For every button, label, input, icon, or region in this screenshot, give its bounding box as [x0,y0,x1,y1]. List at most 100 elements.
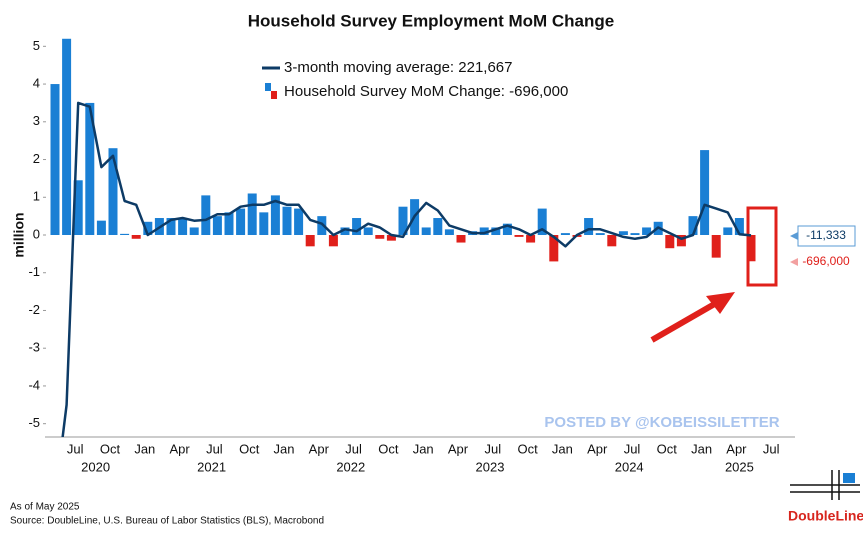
y-tick-label: -1 [28,264,40,279]
bar [723,227,733,235]
y-tick-label: 2 [33,151,40,166]
y-tick-label: -3 [28,340,40,355]
value-label: -11,333 [806,228,846,242]
x-tick-label: Jul [345,441,362,456]
year-label: 2022 [336,459,365,474]
chart-title: Household Survey Employment MoM Change [248,11,615,30]
bar [120,233,130,235]
bar [502,223,512,235]
year-label: 2023 [476,459,505,474]
bar [375,235,385,239]
source: Source: DoubleLine, U.S. Bureau of Labor… [10,516,324,527]
bar [282,206,292,235]
bar [700,150,710,235]
bar [131,235,141,239]
bar [421,227,431,235]
x-tick-label: Jul [763,441,780,456]
bar [444,229,454,235]
bar [317,216,327,235]
bar [607,235,617,247]
arrow-shaft [650,299,720,343]
bar [328,235,338,247]
bar [166,218,176,235]
bar [62,38,72,235]
bar [433,218,443,235]
line [61,101,752,437]
legend-swatch [271,91,277,99]
x-tick-label: Jul [484,441,501,456]
legend-label: Household Survey MoM Change: -696,000 [284,83,568,100]
x-tick-label: Jul [67,441,84,456]
logo-lines [790,470,860,500]
x-tick-label: Apr [726,441,747,456]
callout-pointer [790,258,798,266]
bar [108,148,118,235]
legend-label: 3-month moving average: 221,667 [284,59,512,76]
bar [549,235,559,262]
bar [479,227,489,235]
x-tick-label: Jul [624,441,641,456]
bar [560,233,570,235]
bar [734,218,744,235]
x-tick-label: Apr [309,441,330,456]
y-tick-label: 0 [33,226,40,241]
bar [711,235,721,258]
bar [294,208,304,235]
bar [676,235,686,247]
x-tick-label: Oct [100,441,121,456]
bar [386,235,396,241]
x-tick-label: Oct [378,441,399,456]
year-label: 2025 [725,459,754,474]
year-label: 2020 [81,459,110,474]
x-tick-label: Apr [448,441,469,456]
y-tick-label: -5 [28,415,40,430]
bar [340,227,350,235]
bar [96,220,106,235]
logo: DoubleLine [788,508,863,524]
watermark: POSTED BY @KOBEISSILETTER [544,414,779,431]
x-tick-label: Jan [552,441,573,456]
note: As of May 2025 [10,502,80,513]
bar [224,212,234,235]
bar [514,235,524,237]
x-tick-label: Jan [691,441,712,456]
bar [665,235,675,249]
bar [398,206,408,235]
x-tick-label: Oct [239,441,260,456]
bar [212,216,222,235]
y-tick-label: 3 [33,113,40,128]
year-label: 2021 [197,459,226,474]
y-axis-label: million [11,212,27,257]
x-tick-label: Jan [274,441,295,456]
bar [642,227,652,235]
bar [537,208,547,235]
bar [270,195,280,235]
legend-swatch [265,83,271,91]
bar [85,102,95,235]
bar [688,216,698,235]
bar [618,231,628,235]
bar [201,195,211,235]
bar [456,235,466,243]
bar [305,235,315,247]
x-tick-label: Oct [517,441,538,456]
arrow-head [706,292,735,314]
value-label: -696,000 [802,254,850,268]
bar [189,227,199,235]
bar [352,218,362,235]
callout-pointer [790,232,798,240]
x-tick-label: Jul [206,441,223,456]
y-tick-label: 5 [33,38,40,53]
y-tick-label: 4 [33,75,40,90]
x-tick-label: Jan [134,441,155,456]
plot-area [50,38,756,437]
y-tick-label: 1 [33,189,40,204]
bar [143,221,153,235]
x-tick-label: Jan [413,441,434,456]
bar [236,208,246,235]
x-tick-label: Apr [169,441,190,456]
bar [73,180,83,235]
bar [526,235,536,243]
bar [746,235,756,262]
